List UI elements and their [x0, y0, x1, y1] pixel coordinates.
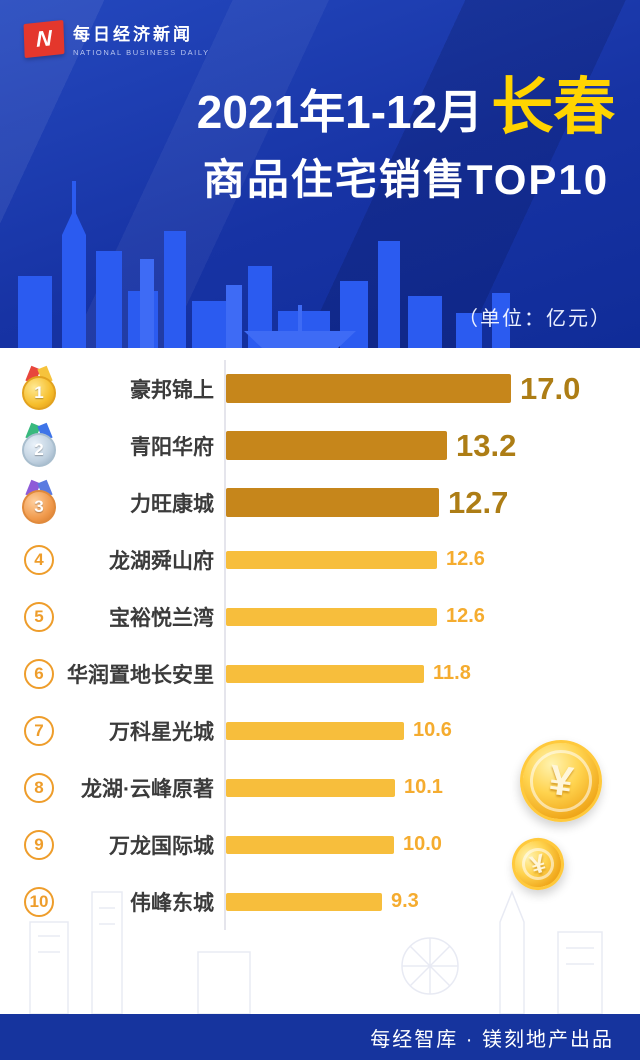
medal-3-icon: 3 [22, 490, 56, 524]
city-skyline-graphic [18, 181, 510, 348]
bar [226, 374, 511, 403]
bar-zone: 11.8 [224, 645, 640, 702]
bar-value: 10.0 [403, 833, 442, 855]
project-name: 万科星光城 [109, 720, 214, 744]
bar [226, 778, 395, 797]
bar-value: 10.1 [404, 776, 443, 798]
bar-value: 10.6 [413, 719, 452, 741]
rank-cell: 2 [16, 424, 62, 467]
bar-value: 9.3 [391, 890, 419, 912]
bar-zone: 10.6 [224, 702, 640, 759]
chart-row: 8 龙湖·云峰原著 10.1 [0, 759, 640, 816]
rank-cell: 9 [16, 829, 62, 860]
bar-chart: 1 豪邦锦上 17.0 2 青阳华府 13.2 3 力旺康城 12.7 4 龙湖舜山府 12.6 5 宝裕… [0, 348, 640, 930]
bar-zone: 10.0 [224, 816, 640, 873]
rank-cell: 6 [16, 658, 62, 689]
title-city: 长春 [491, 73, 616, 142]
rank-circle: 9 [24, 829, 54, 860]
footer: 每经智库 · 镁刻地产出品 [0, 1014, 640, 1060]
project-name: 万龙国际城 [109, 834, 214, 858]
bar [226, 550, 437, 569]
logo-letter: N [35, 24, 53, 52]
project-name: 青阳华府 [130, 435, 214, 459]
page-title: 2021年1-12月 长春 商品住宅销售TOP10 [0, 73, 640, 207]
medal-2-icon: 2 [22, 433, 56, 467]
rank-cell: 10 [16, 886, 62, 917]
bar-value: 11.8 [433, 662, 471, 684]
medal-1-icon: 1 [22, 376, 56, 410]
bar-zone: 13.2 [224, 417, 640, 474]
rank-circle: 7 [24, 715, 54, 746]
bar [226, 721, 404, 740]
chart-row: 6 华润置地长安里 11.8 [0, 645, 640, 702]
bar-value: 12.6 [446, 605, 485, 627]
bar [226, 892, 382, 911]
chart-row: 2 青阳华府 13.2 [0, 417, 640, 474]
rank-cell: 5 [16, 601, 62, 632]
nbd-logo-icon: N [23, 19, 65, 58]
rank-circle: 5 [24, 601, 54, 632]
watermark-skyline [29, 889, 603, 1014]
project-name: 力旺康城 [130, 492, 214, 516]
bar-zone: 9.3 [224, 873, 640, 930]
rank-circle: 10 [24, 886, 54, 917]
rank-circle: 8 [24, 772, 54, 803]
title-period: 2021年1-12月 [196, 86, 484, 138]
rank-cell: 3 [16, 481, 62, 524]
bar-value: 12.7 [448, 484, 509, 520]
rank-cell: 4 [16, 544, 62, 575]
project-name: 龙湖舜山府 [109, 549, 214, 573]
chart-rows: 1 豪邦锦上 17.0 2 青阳华府 13.2 3 力旺康城 12.7 4 龙湖舜山府 12.6 5 宝裕… [0, 360, 640, 930]
brand-name-cn: 每日经济新闻 [73, 25, 193, 44]
project-name: 伟峰东城 [130, 891, 214, 915]
bar-zone: 12.6 [224, 531, 640, 588]
rank-circle: 6 [24, 658, 54, 689]
brand-text: 每日经济新闻 NATIONAL BUSINESS DAILY [73, 20, 210, 57]
title-line-2: 商品住宅销售TOP10 [202, 156, 610, 204]
rank-cell: 7 [16, 715, 62, 746]
bar-value: 17.0 [520, 370, 581, 406]
brand-name-en: NATIONAL BUSINESS DAILY [73, 48, 210, 57]
bar-zone: 10.1 [224, 759, 640, 816]
bar [226, 488, 439, 517]
unit-note: （单位：亿元） [458, 308, 612, 330]
bar [226, 431, 447, 460]
chart-row: 1 豪邦锦上 17.0 [0, 360, 640, 417]
bar [226, 664, 424, 683]
chart-row: 4 龙湖舜山府 12.6 [0, 531, 640, 588]
rank-circle: 4 [24, 544, 54, 575]
bar-zone: 17.0 [224, 360, 640, 417]
footer-credit: 每经智库 · 镁刻地产出品 [370, 1028, 614, 1051]
project-name: 豪邦锦上 [130, 378, 214, 402]
rank-cell: 1 [16, 367, 62, 410]
chart-row: 7 万科星光城 10.6 [0, 702, 640, 759]
rank-cell: 8 [16, 772, 62, 803]
yuan-symbol: ¥ [526, 847, 549, 880]
title-line-1: 2021年1-12月 长春 [172, 73, 640, 142]
project-name: 龙湖·云峰原著 [81, 777, 214, 801]
bar [226, 607, 437, 626]
chart-row: 5 宝裕悦兰湾 12.6 [0, 588, 640, 645]
project-name: 宝裕悦兰湾 [109, 606, 214, 630]
project-name: 华润置地长安里 [67, 663, 214, 687]
yuan-symbol: ¥ [546, 755, 576, 806]
chart-row: 10 伟峰东城 9.3 [0, 873, 640, 930]
bar-zone: 12.7 [224, 474, 640, 531]
chart-row: 9 万龙国际城 10.0 [0, 816, 640, 873]
bar-value: 12.6 [446, 548, 485, 570]
bar-value: 13.2 [456, 427, 517, 463]
bar [226, 835, 394, 854]
chart-row: 3 力旺康城 12.7 [0, 474, 640, 531]
bar-zone: 12.6 [224, 588, 640, 645]
brand-logo: N 每日经济新闻 NATIONAL BUSINESS DAILY [23, 19, 210, 58]
header: N 每日经济新闻 NATIONAL BUSINESS DAILY 2021年1-… [0, 0, 640, 348]
